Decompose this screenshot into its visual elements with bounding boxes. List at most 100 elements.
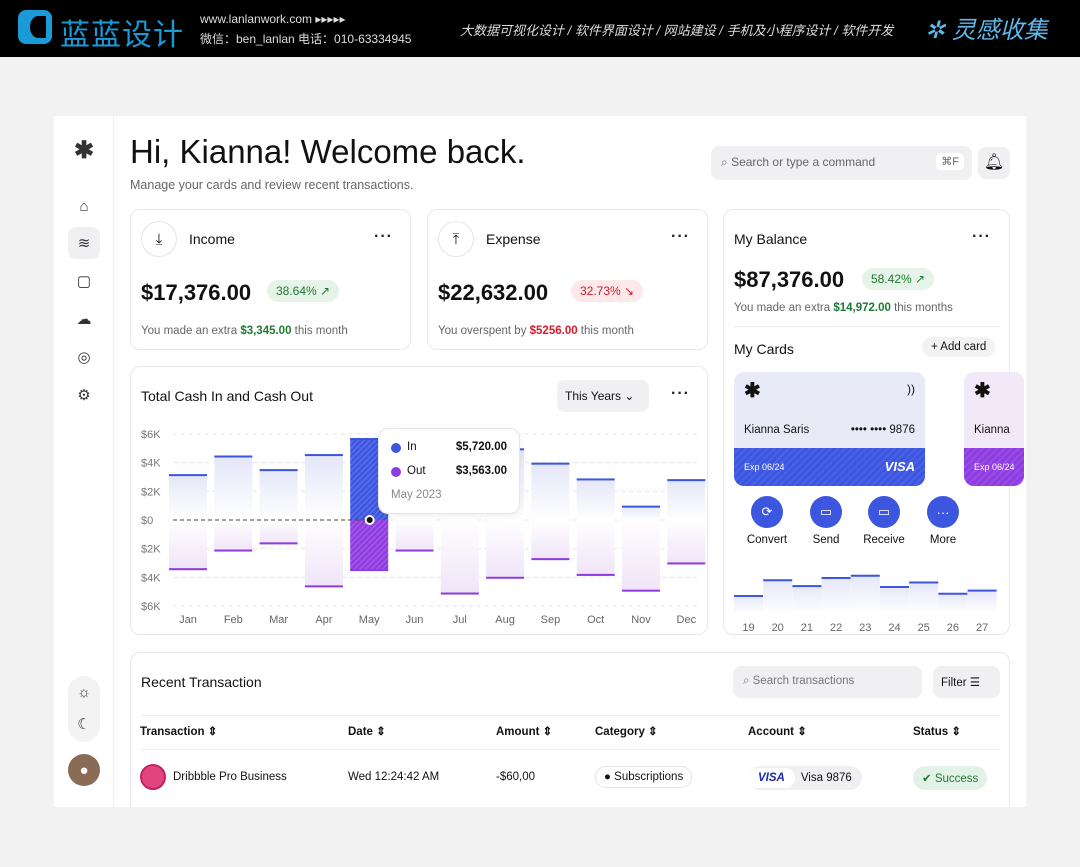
col-category[interactable]: Category ⇕ (595, 726, 658, 738)
convert-button[interactable]: ⟳ Convert (737, 496, 797, 546)
more-icon[interactable]: ··· (671, 385, 690, 402)
more-icon[interactable]: ··· (972, 228, 991, 245)
income-card: ⤓ Income ··· $17,376.00 38.64% ↗ You mad… (130, 209, 411, 350)
bar-out-Mar (259, 520, 298, 545)
col-amount[interactable]: Amount ⇕ (496, 726, 553, 738)
bar-out-cap (350, 569, 389, 572)
tooltip-out-label: Out (407, 465, 426, 477)
dribbble-icon (140, 764, 166, 790)
bar-out-May (350, 520, 389, 572)
bar-out-Oct (576, 520, 615, 576)
bar-out-Apr (304, 520, 343, 588)
receive-button[interactable]: ▭ Receive (854, 496, 914, 546)
highlight-point (364, 515, 375, 525)
home-icon[interactable]: ⌂ (79, 197, 89, 215)
bar-out-cap (531, 558, 570, 561)
col-transaction[interactable]: Transaction ⇕ (140, 726, 218, 738)
bar-out-cap (576, 573, 615, 576)
bar-in-cap (622, 505, 660, 508)
day-label: 19 (742, 622, 754, 634)
chat-icon[interactable]: ◎ (77, 349, 91, 366)
banner-contact: 微信：ben_lanlan 电话：010-63334945 (200, 32, 412, 46)
y-tick-label: $0 (141, 515, 153, 527)
card-band (964, 448, 1024, 486)
period-select[interactable]: This Years ⌄ (557, 380, 649, 412)
sun-icon[interactable]: ☼ (77, 683, 91, 701)
mini-bar-21 (792, 585, 822, 613)
mini-bar-cap (880, 586, 909, 588)
card-logo-icon: ✱ (744, 380, 761, 402)
contactless-icon: )) (907, 382, 915, 396)
mini-bar-cap (734, 595, 763, 597)
bar-in-Dec (667, 479, 706, 520)
credit-card-2[interactable]: ✱ Kianna Exp 06/24 (964, 372, 1024, 486)
command-search-input[interactable]: ⌕ Search or type a command ⌘F (711, 146, 972, 180)
add-card-button[interactable]: + Add card (922, 337, 996, 357)
x-tick-label: Jan (179, 614, 197, 626)
banner-services: 大数据可视化设计 / 软件界面设计 / 网站建设 / 手机及小程序设计 / 软件… (460, 23, 894, 38)
receive-card-icon: ▭ (868, 496, 900, 528)
col-status[interactable]: Status ⇕ (913, 726, 961, 738)
cloud-icon[interactable]: ☁ (76, 311, 92, 328)
dashboard: ✱ ⌂ ≋ ▢ ☁ ◎ ⚙ ☼ ☾ ● Hi, Kianna! Welcome … (54, 116, 1026, 807)
visa-logo: VISA (884, 459, 915, 474)
more-icon: ··· (927, 496, 959, 528)
send-label: Send (812, 534, 840, 546)
expense-change-badge: 32.73% ↘ (571, 280, 644, 302)
send-button[interactable]: ▭ Send (796, 496, 856, 546)
bar-out-cap (214, 549, 253, 552)
col-date[interactable]: Date ⇕ (348, 726, 386, 738)
more-icon[interactable]: ··· (374, 228, 393, 245)
transaction-amount: -$60,00 (496, 771, 536, 783)
income-change-badge: 38.64% ↗ (267, 280, 340, 302)
bar-in-Feb (214, 455, 253, 520)
category-badge: ● Subscriptions (595, 766, 693, 788)
convert-icon: ⟳ (751, 496, 783, 528)
download-icon: ⤓ (141, 221, 177, 257)
x-tick-label: Feb (224, 614, 243, 626)
bell-icon[interactable]: 🔔︎ (978, 147, 1010, 179)
income-note: You made an extra $3,345.00 this month (141, 325, 348, 337)
day-label: 23 (859, 622, 871, 634)
moon-icon[interactable]: ☾ (77, 716, 91, 733)
layers-icon[interactable]: ≋ (68, 227, 100, 259)
mini-bar-cap (763, 579, 793, 582)
transaction-date: Wed 12:24:42 AM (348, 771, 440, 783)
expense-card: ⤒ Expense ··· $22,632.00 32.73% ↘ You ov… (427, 209, 708, 350)
banner-logo: 蓝蓝设计 (60, 19, 184, 52)
credit-card[interactable]: ✱ )) Kianna Saris •••• •••• 9876 Exp 06/… (734, 372, 925, 486)
bar-out-Dec (667, 520, 706, 565)
more-button[interactable]: ··· More (913, 496, 973, 546)
avatar[interactable]: ● (68, 754, 100, 786)
app-logo-icon: ✱ (73, 136, 95, 164)
transactions-search-input[interactable]: ⌕ Search transactions (733, 666, 922, 698)
bar-in-cap (576, 478, 615, 481)
bar-in-Sep (531, 462, 570, 520)
mini-bar-22 (821, 577, 851, 613)
search-placeholder: Search or type a command (731, 155, 876, 169)
filter-button[interactable]: Filter ☰ (933, 666, 1000, 698)
bar-out-cap (440, 592, 479, 595)
bar-out-Aug (486, 520, 525, 579)
shortcut-badge: ⌘F (936, 153, 964, 170)
more-icon[interactable]: ··· (671, 228, 690, 245)
bar-out-cap (169, 568, 207, 571)
chart-tooltip: In $5,720.00 Out $3,563.00 May 2023 (378, 428, 520, 514)
mini-bar-cap (850, 574, 880, 577)
bar-out-Sep (531, 520, 570, 561)
x-tick-label: May (359, 614, 380, 626)
receive-label: Receive (863, 534, 905, 546)
card-expiry: Exp 06/24 (974, 462, 1015, 472)
balance-mini-chart: 19 20 21 22 23 24 25 26 27 (734, 574, 997, 634)
col-account[interactable]: Account ⇕ (748, 726, 807, 738)
settings-icon[interactable]: ⚙ (77, 387, 91, 404)
day-label: 22 (830, 622, 842, 634)
y-tick-label: $6K (141, 601, 161, 613)
banner-brand: ✲ 灵感收集 (925, 17, 1048, 44)
income-label: Income (189, 231, 235, 247)
page-subtitle: Manage your cards and review recent tran… (130, 178, 414, 192)
bar-out-cap (259, 542, 298, 545)
page-title: Hi, Kianna! Welcome back. (130, 133, 526, 170)
wallet-icon[interactable]: ▢ (76, 273, 92, 290)
filter-icon: ☰ (969, 677, 981, 689)
